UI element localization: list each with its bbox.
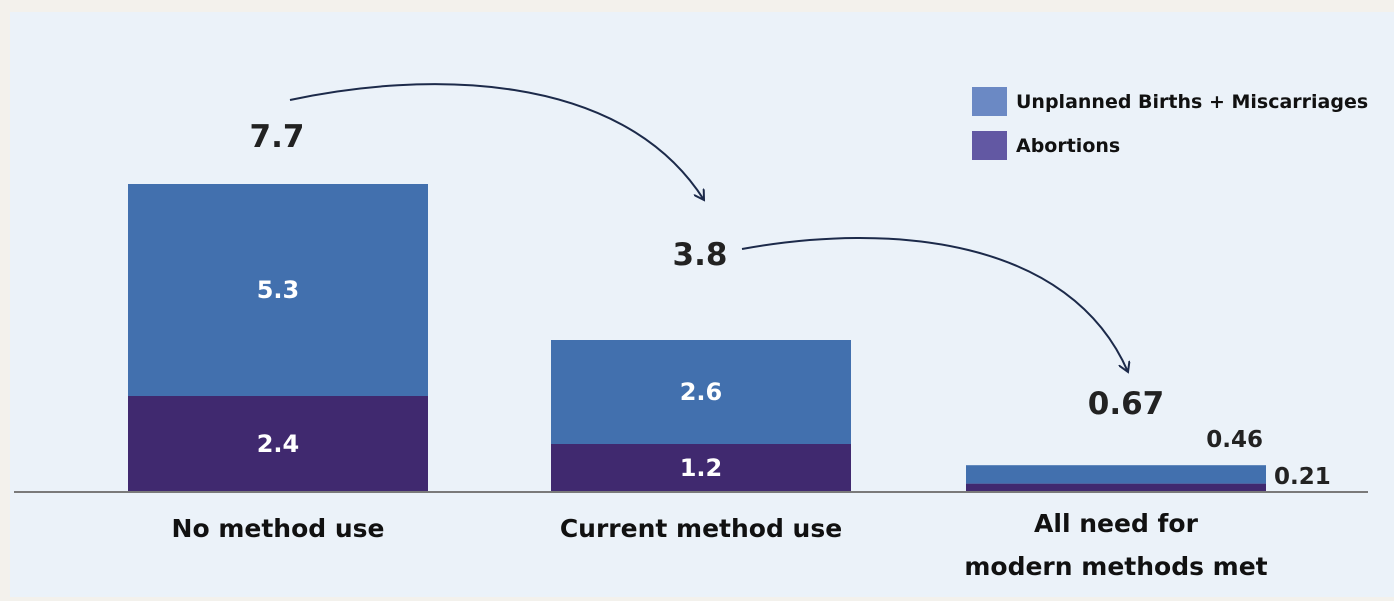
arrow-1-to-2	[289, 83, 704, 200]
data-label-unplanned-no-method-use: 5.3	[257, 276, 300, 304]
legend-swatch-abortions	[972, 131, 1007, 160]
data-label-unplanned-current-method-use: 2.6	[680, 378, 723, 406]
data-label-abortions-current-method-use: 1.2	[680, 454, 723, 482]
bar-abortions-no-method-use	[128, 396, 428, 492]
legend-label-unplanned-births-miscarriages: Unplanned Births + Miscarriages	[1016, 91, 1368, 113]
data-label-abortions-all-need-for-modern-methods-met: 0.21	[1274, 464, 1331, 490]
arrow-2-to-3	[741, 237, 1128, 372]
bar-unplanned-no-method-use	[128, 184, 428, 396]
bar-abortions-current-method-use	[551, 444, 851, 492]
total-label-no-method-use: 7.7	[250, 119, 305, 155]
legend-label-abortions: Abortions	[1016, 135, 1120, 157]
total-label-all-need-for-modern-methods-met: 0.67	[1088, 386, 1165, 422]
bar-abortions-all-need-for-modern-methods-met	[966, 483, 1266, 492]
category-label-current-method-use: Current method use	[560, 514, 842, 543]
total-label-current-method-use: 3.8	[673, 237, 728, 273]
category-label-no-method-use: No method use	[172, 514, 385, 543]
bar-unplanned-current-method-use	[551, 340, 851, 444]
legend-swatch-unplanned-births-miscarriages	[972, 87, 1007, 116]
data-label-abortions-no-method-use: 2.4	[257, 430, 300, 458]
category-label-all-need-for-modern-methods-met: All need for modern methods met	[964, 509, 1267, 581]
data-label-unplanned-all-need-for-modern-methods-met: 0.46	[1206, 427, 1263, 453]
bar-unplanned-all-need-for-modern-methods-met	[966, 465, 1266, 484]
